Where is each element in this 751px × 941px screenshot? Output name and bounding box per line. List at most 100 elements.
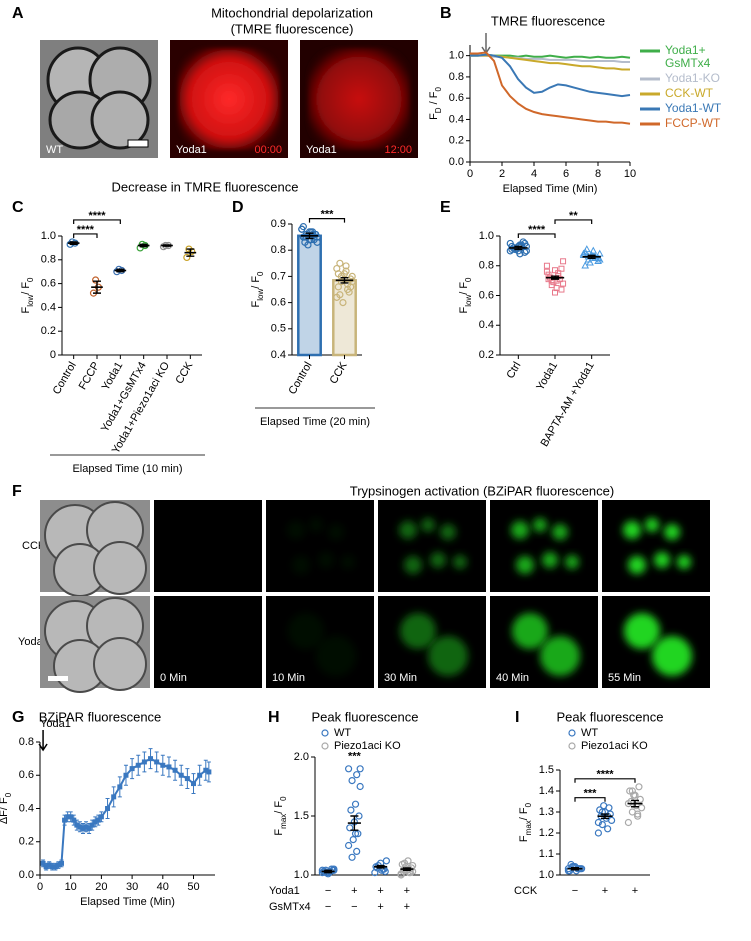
panel-letter: E xyxy=(440,199,451,216)
marker xyxy=(65,814,71,820)
green-signal xyxy=(565,555,579,569)
image-grid: 0 Min 10 Min 30 Min 40 Min 55 Min xyxy=(40,500,710,693)
x-tick-label: Control xyxy=(286,360,314,397)
y-tick-label: 0.4 xyxy=(19,802,34,814)
condition-name: CCK xyxy=(514,885,538,897)
marker xyxy=(92,819,98,825)
marker xyxy=(135,762,141,768)
point xyxy=(342,262,350,270)
time-label: 30 Min xyxy=(384,672,417,684)
x-tick-label: CCK xyxy=(328,359,350,386)
point xyxy=(624,818,633,827)
condition-value: + xyxy=(351,885,357,897)
error-bar xyxy=(305,232,314,240)
marker xyxy=(77,824,83,830)
green-signal xyxy=(421,518,435,532)
green-signal xyxy=(516,556,534,574)
x-tick-label: 40 xyxy=(157,881,169,893)
point xyxy=(347,275,355,283)
condition-value: − xyxy=(325,885,331,897)
error-bar xyxy=(116,268,125,273)
line xyxy=(470,53,631,98)
marker xyxy=(129,766,135,772)
y-axis-label: Fmax/ F0 xyxy=(518,802,533,842)
green-signal xyxy=(287,521,305,539)
y-tick-label: 0.5 xyxy=(271,323,286,335)
fluorescence xyxy=(308,48,410,150)
y-axis-label-part: F xyxy=(428,113,440,120)
y-axis-label-part: / F xyxy=(428,91,440,107)
image-label: Yoda1 xyxy=(176,144,207,156)
y-tick-label: 0.2 xyxy=(479,349,494,361)
point xyxy=(594,254,602,262)
marker xyxy=(95,817,101,823)
image-bg xyxy=(154,500,262,592)
green-signal xyxy=(318,552,334,568)
marker xyxy=(86,825,92,831)
green-signal xyxy=(512,613,548,649)
condition-name: Yoda1 xyxy=(269,885,300,897)
y-tick-label: 1.4 xyxy=(539,785,554,797)
y-tick-label: 1.2 xyxy=(539,827,554,839)
condition-value: + xyxy=(377,885,383,897)
chart-title: Peak fluorescence xyxy=(557,709,664,724)
green-signal xyxy=(624,613,660,649)
significance-bracket xyxy=(308,218,346,223)
y-tick-label: 0.6 xyxy=(479,289,494,301)
y-tick-label: 0.6 xyxy=(271,297,286,309)
point xyxy=(543,268,550,275)
y-tick-label: 0.8 xyxy=(271,244,286,256)
point xyxy=(348,853,356,861)
point xyxy=(345,288,353,296)
significance-label: *** xyxy=(584,788,598,800)
y-axis-label-part: 0 xyxy=(26,277,35,282)
significance-label: **** xyxy=(77,224,95,236)
panel-letter: D xyxy=(232,199,244,216)
cell xyxy=(93,541,147,595)
y-axis-label-part: low xyxy=(256,289,265,301)
y-tick-label: 0.0 xyxy=(449,156,464,168)
marker xyxy=(46,862,52,868)
x-tick-label: 8 xyxy=(595,168,601,180)
point xyxy=(598,808,606,816)
micrograph-tmre: Yoda1 12:00 xyxy=(300,40,418,158)
y-axis-label-part: F xyxy=(273,829,285,836)
legend-label-line: Yoda1-KO xyxy=(665,71,720,85)
x-tick-label: 30 xyxy=(126,881,138,893)
green-signal xyxy=(552,524,568,540)
marker xyxy=(206,769,212,775)
green-signal xyxy=(341,555,355,569)
y-tick-label: 1.0 xyxy=(41,230,56,242)
significance-label: ** xyxy=(569,210,578,222)
point xyxy=(634,812,642,820)
panel-title: (TMRE fluorescence) xyxy=(231,21,354,36)
point xyxy=(183,253,191,262)
point xyxy=(353,771,361,779)
green-signal xyxy=(664,524,680,540)
y-tick-label: 1.1 xyxy=(539,848,554,860)
marker xyxy=(191,781,197,787)
legend-label-line: GsMTx4 xyxy=(665,56,711,70)
y-tick-label: 0.2 xyxy=(449,135,464,147)
y-axis-label: Flow/ F0 xyxy=(250,271,265,308)
x-tick-label: FCCP xyxy=(77,360,102,392)
point xyxy=(594,829,603,837)
y-axis-label: Flow/ F0 xyxy=(20,277,35,314)
panel-letter: I xyxy=(515,709,519,726)
image-bg xyxy=(602,500,710,592)
green-signal xyxy=(404,556,422,574)
point xyxy=(636,795,644,804)
x-tick-label: Yoda1 xyxy=(534,360,560,393)
y-tick-label: 0.6 xyxy=(449,92,464,104)
legend-marker xyxy=(321,729,329,737)
point xyxy=(626,787,634,795)
annotation-arrow xyxy=(481,33,491,55)
point xyxy=(336,259,344,267)
marker xyxy=(141,759,147,765)
x-tick-label: 4 xyxy=(531,168,537,180)
image-time: 12:00 xyxy=(384,144,412,156)
y-tick-label: 0 xyxy=(50,349,56,361)
scale-bar xyxy=(48,676,68,681)
point xyxy=(630,791,638,799)
point xyxy=(632,802,640,810)
